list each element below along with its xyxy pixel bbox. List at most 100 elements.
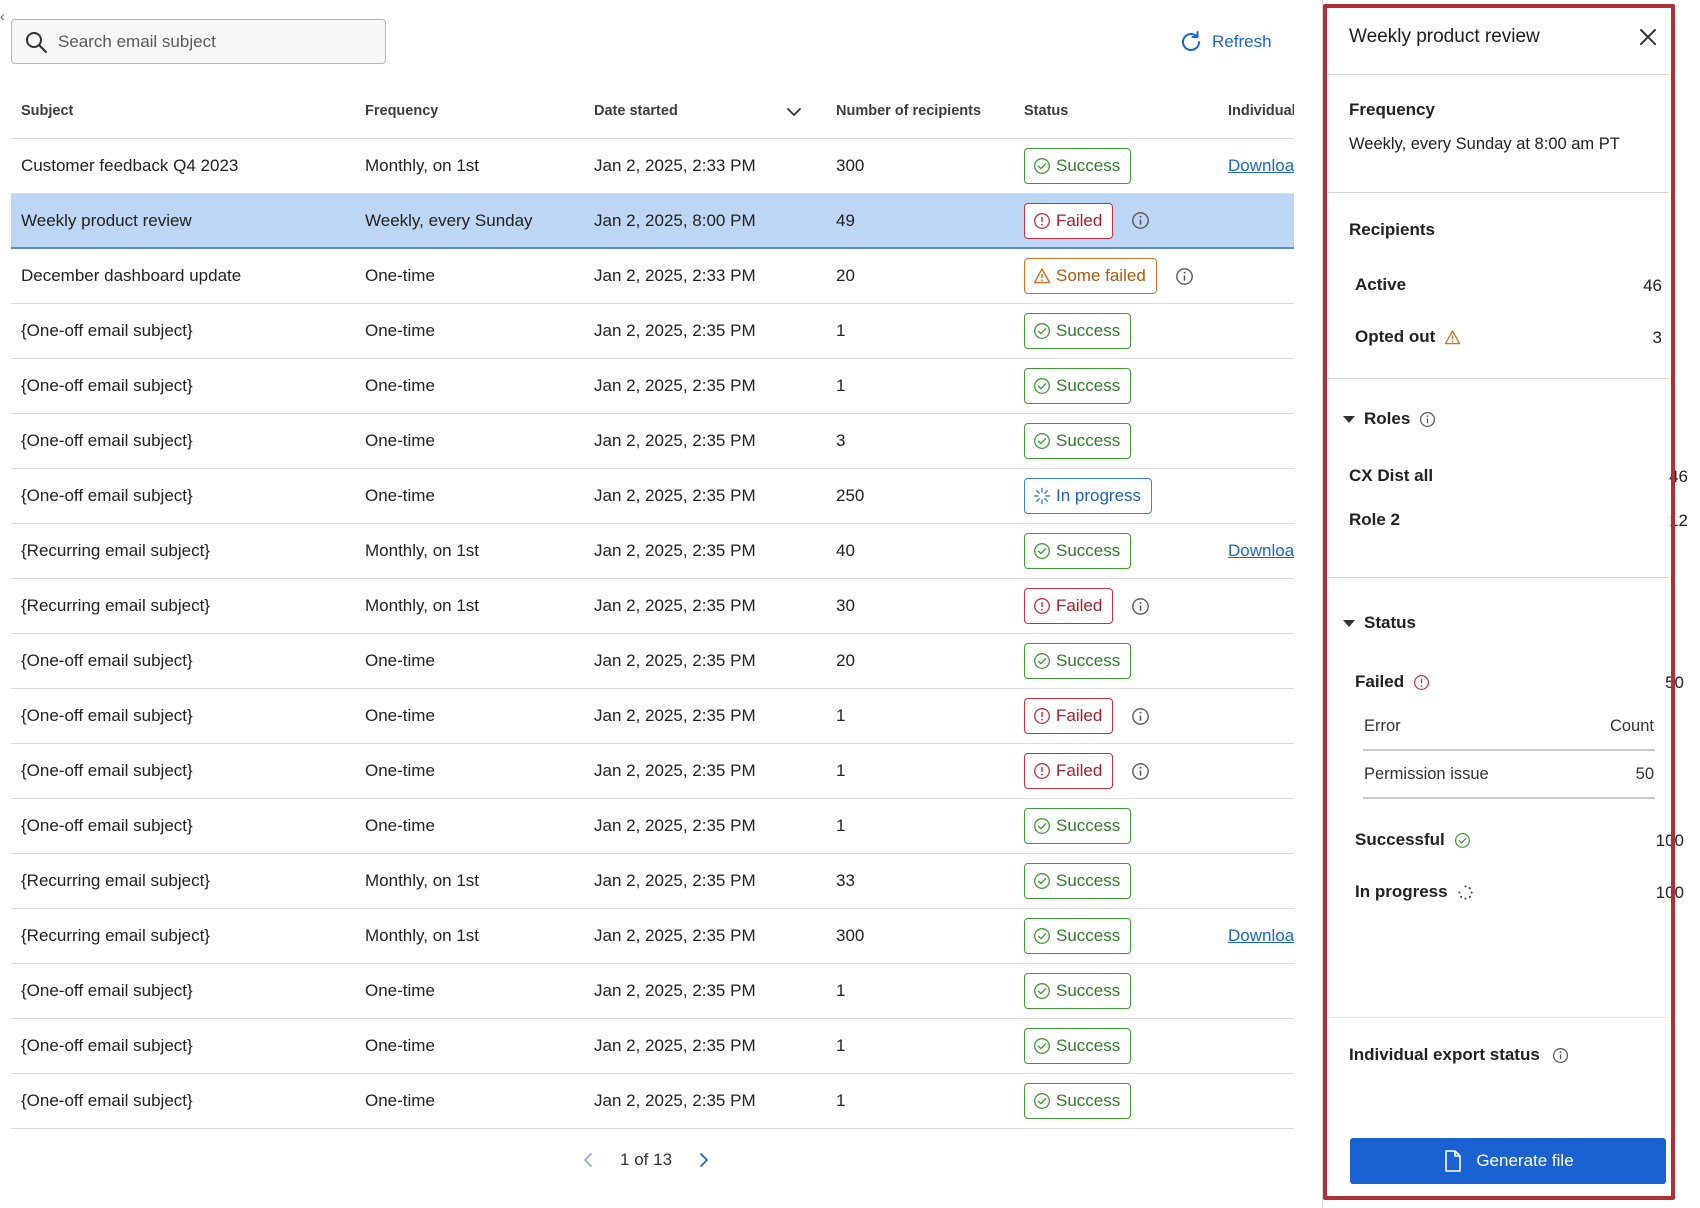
table-row[interactable]: {One-off email subject} One-time Jan 2, 20… — [11, 744, 1294, 799]
info-icon[interactable] — [1175, 267, 1194, 286]
alert-circle-icon — [1414, 674, 1430, 690]
row-frequency: One-time — [365, 266, 435, 285]
status-badge: Success — [1024, 423, 1132, 459]
row-date-started: Jan 2, 2025, 2:35 PM — [594, 871, 756, 890]
spinner-icon — [1457, 884, 1473, 900]
column-header-subject[interactable]: Subject — [21, 103, 74, 119]
download-link[interactable]: Downloa — [1228, 926, 1294, 945]
check-circle-icon — [1034, 543, 1050, 559]
search-icon — [26, 31, 48, 53]
status-badge: Success — [1024, 918, 1132, 954]
row-date-started: Jan 2, 2025, 2:35 PM — [594, 1036, 756, 1055]
table-row[interactable]: {One-off email subject} One-time Jan 2, 20… — [11, 1074, 1294, 1129]
warning-icon — [1445, 329, 1461, 344]
table-row[interactable]: {Recurring email subject} Monthly, on 1st… — [11, 524, 1294, 579]
check-circle-icon — [1034, 653, 1050, 669]
generate-file-button[interactable]: Generate file — [1350, 1138, 1666, 1184]
frequency-label: Frequency — [1349, 100, 1435, 119]
row-status: Success — [1024, 533, 1132, 569]
row-date-started: Jan 2, 2025, 2:35 PM — [594, 321, 756, 340]
row-status: Success — [1024, 423, 1132, 459]
row-individual: Downloa — [1228, 156, 1294, 176]
row-recipients: 1 — [836, 1091, 846, 1110]
row-subject: {One-off email subject} — [21, 321, 193, 340]
column-header-recipients[interactable]: Number of recipients — [836, 103, 982, 119]
row-date-started: Jan 2, 2025, 2:35 PM — [594, 706, 756, 725]
search-input[interactable] — [58, 31, 358, 52]
status-badge-label: Success — [1056, 431, 1121, 450]
in-progress-label: In progress — [1355, 882, 1474, 902]
check-circle-icon — [1034, 433, 1050, 449]
info-icon[interactable] — [1131, 762, 1150, 781]
table-row[interactable]: Customer feedback Q4 2023 Monthly, on 1st… — [11, 139, 1294, 194]
status-badge-label: Success — [1056, 816, 1121, 835]
status-badge-label: Success — [1056, 541, 1121, 560]
status-badge-label: Success — [1056, 651, 1121, 670]
row-status: Failed — [1024, 753, 1150, 789]
status-badge-label: Success — [1056, 321, 1121, 340]
row-date-started: Jan 2, 2025, 8:00 PM — [594, 210, 756, 230]
table-row[interactable]: {One-off email subject} One-time Jan 2, 20… — [11, 689, 1294, 744]
failed-label: Failed — [1355, 672, 1430, 692]
table-row[interactable]: {Recurring email subject} Monthly, on 1st… — [11, 909, 1294, 964]
chevron-down-icon[interactable] — [786, 104, 802, 120]
row-status: Success — [1024, 148, 1132, 184]
chevron-right-icon[interactable] — [694, 1151, 712, 1169]
status-badge: Success — [1024, 368, 1132, 404]
chevron-left-icon[interactable] — [580, 1151, 598, 1169]
table-row[interactable]: {One-off email subject} One-time Jan 2, 20… — [11, 414, 1294, 469]
table-row[interactable]: {One-off email subject} One-time Jan 2, 20… — [11, 634, 1294, 689]
row-subject: Customer feedback Q4 2023 — [21, 156, 239, 175]
status-badge-label: Failed — [1056, 596, 1103, 615]
table-row[interactable]: {Recurring email subject} Monthly, on 1st… — [11, 854, 1294, 909]
info-icon[interactable] — [1419, 411, 1436, 428]
search-box[interactable] — [11, 19, 386, 64]
row-recipients: 3 — [836, 431, 846, 450]
refresh-button[interactable]: Refresh — [1178, 26, 1272, 58]
row-frequency: One-time — [365, 376, 435, 395]
divider — [1328, 378, 1668, 379]
row-frequency: Monthly, on 1st — [365, 156, 480, 175]
info-icon[interactable] — [1131, 211, 1150, 230]
column-header-individual[interactable]: Individual — [1228, 103, 1294, 119]
download-link[interactable]: Downloa — [1228, 156, 1294, 175]
error-table-header: Error Count — [1363, 703, 1655, 751]
check-circle-icon — [1034, 1093, 1050, 1109]
main-list: Refresh Subject Frequency Date started N… — [11, 19, 1294, 1169]
row-status: Success — [1024, 918, 1132, 954]
table-row[interactable]: {One-off email subject} One-time Jan 2, 20… — [11, 1019, 1294, 1074]
row-frequency: One-time — [365, 651, 435, 670]
table-row[interactable]: Weekly product review Weekly, every Sunda… — [11, 194, 1294, 249]
opted-out-label: Opted out — [1355, 327, 1461, 347]
spinner-icon — [1033, 487, 1051, 505]
column-header-status[interactable]: Status — [1024, 103, 1069, 119]
table-row[interactable]: December dashboard update One-time Jan 2, … — [11, 249, 1294, 304]
table-row[interactable]: {One-off email subject} One-time Jan 2, 20… — [11, 469, 1294, 524]
page-of: of — [634, 1150, 649, 1169]
column-header-frequency[interactable]: Frequency — [365, 103, 439, 119]
row-recipients: 300 — [836, 156, 865, 175]
column-header-date-started[interactable]: Date started — [594, 103, 678, 119]
status-badge-label: Some failed — [1056, 266, 1146, 285]
info-icon[interactable] — [1131, 597, 1150, 616]
check-circle-icon — [1034, 928, 1050, 944]
divider — [1328, 74, 1668, 75]
download-link[interactable]: Downloa — [1228, 541, 1294, 560]
info-icon[interactable] — [1131, 707, 1150, 726]
close-icon[interactable] — [1637, 26, 1659, 48]
roles-toggle[interactable]: Roles — [1343, 409, 1436, 429]
table-row[interactable]: {One-off email subject} One-time Jan 2, 20… — [11, 304, 1294, 359]
status-badge: Success — [1024, 643, 1132, 679]
table-row[interactable]: {One-off email subject} One-time Jan 2, 20… — [11, 799, 1294, 854]
table-row[interactable]: {Recurring email subject} Monthly, on 1st… — [11, 579, 1294, 634]
row-recipients: 1 — [836, 761, 846, 780]
collapse-caret-icon[interactable]: ‹ — [0, 8, 5, 24]
status-toggle[interactable]: Status — [1343, 613, 1416, 633]
row-date-started: Jan 2, 2025, 2:35 PM — [594, 651, 756, 670]
table-row[interactable]: {One-off email subject} One-time Jan 2, 20… — [11, 964, 1294, 1019]
check-circle-icon — [1034, 378, 1050, 394]
table-row[interactable]: {One-off email subject} One-time Jan 2, 20… — [11, 359, 1294, 414]
in-progress-value: 100 — [1655, 883, 1684, 902]
info-icon[interactable] — [1552, 1047, 1569, 1064]
row-frequency: One-time — [365, 816, 435, 835]
